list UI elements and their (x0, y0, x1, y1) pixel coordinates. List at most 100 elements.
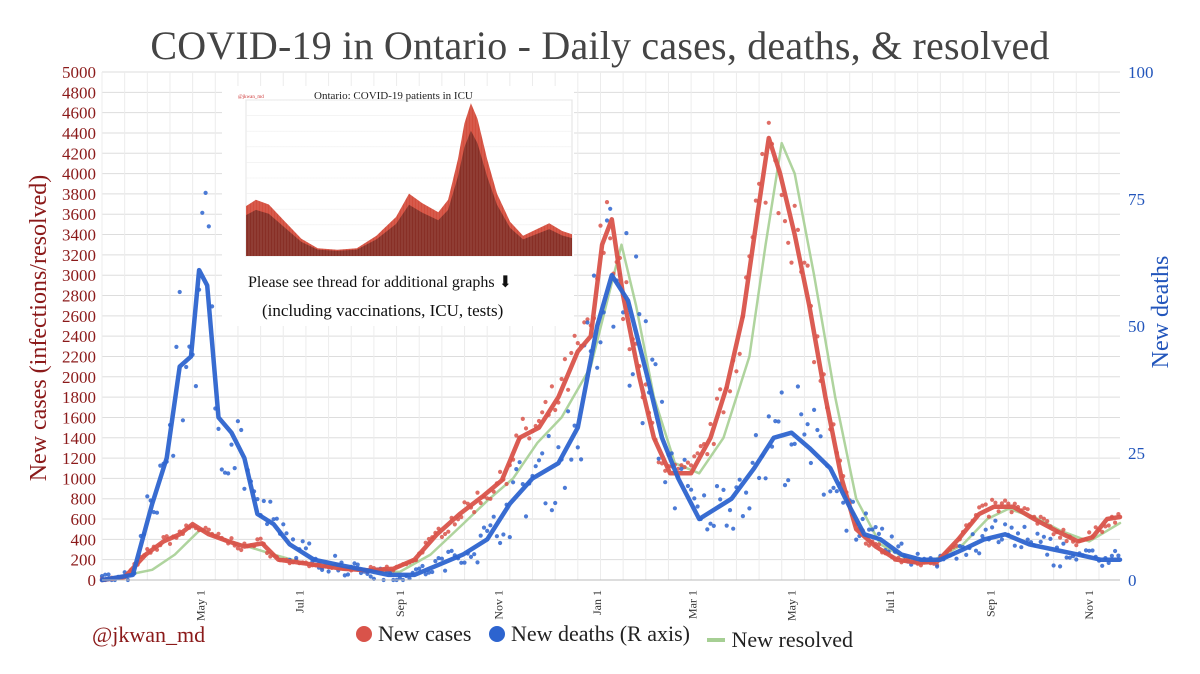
y-tick-left: 5000 (62, 63, 96, 82)
deaths-point (226, 471, 231, 476)
cases-point (721, 410, 726, 415)
deaths-point (510, 480, 516, 485)
x-tick-label: Nov 1 (1082, 590, 1096, 620)
cases-point (478, 500, 483, 506)
deaths-point (459, 560, 464, 565)
deaths-point (281, 522, 286, 527)
y-tick-left: 3000 (62, 266, 96, 285)
deaths-point (333, 553, 338, 558)
cases-point (604, 200, 610, 205)
legend: New cases New deaths (R axis) New resolv… (356, 621, 865, 653)
deaths-point (630, 372, 635, 377)
cases-point (1058, 535, 1063, 540)
deaths-point (672, 506, 678, 511)
deaths-point (766, 414, 771, 419)
deaths-point (1003, 522, 1008, 527)
deaths-point (423, 572, 428, 577)
deaths-point (792, 441, 797, 446)
deaths-point (193, 384, 198, 389)
cases-point (514, 433, 519, 438)
deaths-point (737, 477, 742, 482)
legend-item-resolved: New resolved (707, 627, 853, 653)
cases-point (993, 500, 998, 505)
cases-line (99, 135, 1123, 583)
deaths-point (786, 478, 791, 483)
deaths-point (841, 500, 846, 505)
cases-point (1022, 506, 1027, 511)
legend-label-deaths: New deaths (R axis) (510, 621, 690, 646)
deaths-point (643, 319, 648, 324)
deaths-point (572, 423, 577, 428)
cases-point (462, 500, 467, 505)
cases-point (766, 120, 771, 125)
y-tick-left: 1200 (62, 449, 96, 468)
cases-point (983, 502, 988, 507)
deaths-point (468, 554, 474, 560)
deaths-point (171, 453, 176, 458)
deaths-point (999, 537, 1005, 542)
deaths-point (808, 460, 814, 466)
deaths-point (1051, 563, 1056, 568)
cases-point (996, 509, 1001, 514)
deaths-point (692, 496, 697, 501)
x-tick-label: Mar 1 (686, 590, 700, 619)
y-axis-label-right: New deaths (1148, 256, 1174, 369)
legend-swatch-cases (356, 626, 372, 642)
x-tick-label: Jul 1 (883, 590, 897, 613)
y-tick-left: 1800 (62, 388, 96, 407)
y-tick-left: 1600 (62, 408, 96, 427)
deaths-point (1083, 548, 1089, 553)
deaths-point (478, 533, 483, 538)
deaths-point (1022, 524, 1027, 530)
series-lines (99, 135, 1123, 583)
deaths-point (705, 527, 710, 532)
cases-point (977, 505, 982, 510)
deaths-point (889, 534, 894, 539)
deaths-point (983, 527, 988, 532)
cases-point (562, 357, 568, 362)
deaths-point (290, 537, 296, 542)
deaths-point (740, 514, 746, 519)
cases-point (621, 316, 626, 322)
deaths-point (326, 569, 331, 574)
deaths-point (430, 569, 435, 575)
cases-point (585, 317, 590, 322)
deaths-point (439, 556, 444, 561)
deaths-point (876, 531, 882, 537)
deaths-line (99, 267, 1123, 583)
deaths-point (718, 497, 723, 502)
cases-point (1106, 523, 1111, 528)
cases-point (698, 444, 703, 449)
deaths-point (624, 231, 629, 236)
y-tick-left: 3600 (62, 205, 96, 224)
deaths-point (795, 384, 801, 389)
deaths-point (695, 504, 700, 509)
deaths-point (517, 460, 522, 465)
y-tick-left: 3200 (62, 246, 96, 265)
y-tick-right: 75 (1128, 190, 1145, 209)
right-axis: 0 25 50 75 100 (1128, 63, 1154, 590)
inset-title: Ontario: COVID-19 patients in ICU (314, 90, 473, 102)
thread-note: Please see thread for additional graphs … (248, 274, 512, 291)
deaths-point (1019, 545, 1024, 550)
deaths-point (413, 567, 419, 572)
cases-point (569, 350, 574, 356)
cases-point (708, 421, 713, 427)
deaths-point (180, 418, 185, 423)
deaths-point (899, 541, 904, 546)
deaths-point (491, 514, 496, 519)
deaths-point (446, 549, 451, 555)
y-tick-right: 50 (1128, 317, 1145, 336)
deaths-point (834, 489, 839, 494)
deaths-point (721, 487, 726, 492)
deaths-point (320, 567, 325, 573)
cases-point (206, 527, 211, 532)
y-tick-left: 2600 (62, 307, 96, 326)
deaths-point (611, 324, 616, 329)
deaths-point (802, 432, 807, 437)
deaths-point (106, 572, 111, 577)
cases-point (695, 451, 700, 456)
x-tick-label: May 1 (784, 590, 798, 621)
deaths-point (957, 544, 962, 549)
cases-point (802, 260, 807, 265)
